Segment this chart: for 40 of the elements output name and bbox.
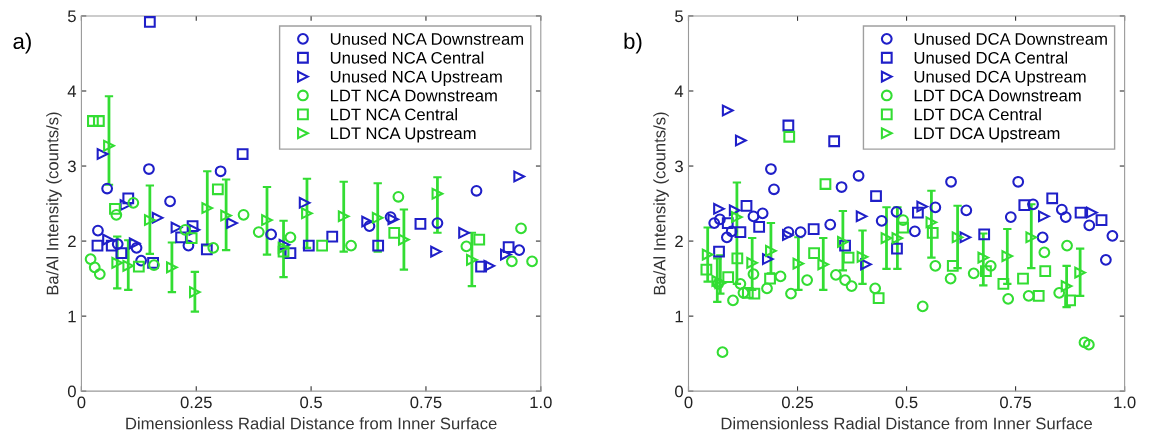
y-tick-label: 3: [67, 160, 76, 173]
x-tick-label: 1.0: [530, 396, 552, 409]
legend-label: LDT NCA Upstream: [330, 127, 476, 143]
x-tick-label: 0.5: [895, 396, 918, 409]
x-tick-label: 0.75: [1000, 396, 1032, 409]
text: a): [13, 32, 31, 54]
x-tick-label: 1.0: [1114, 396, 1136, 409]
x-axis-title: Dimensionless Radial Distance from Inner Surface: [721, 417, 1093, 430]
x-tick-label: 0.5: [300, 396, 322, 409]
y-tick-label: 5: [67, 10, 76, 23]
legend-label: LDT NCA Central: [330, 108, 457, 121]
y-axis-title: Ba/Al Intensity (counts/s): [653, 112, 669, 295]
x-tick-label: 0.25: [781, 396, 814, 409]
legend-label: LDT DCA Upstream: [914, 127, 1060, 143]
legend-label: Unused DCA Downstream: [914, 32, 1107, 45]
y-tick-label: 3: [675, 160, 683, 173]
y-tick-label: 1: [675, 310, 683, 323]
y-tick-label: 4: [67, 85, 77, 98]
y-tick-label: 2: [675, 235, 683, 248]
y-tick-label: 0: [67, 385, 76, 398]
y-tick-label: 5: [675, 10, 683, 23]
legend-label: Unused DCA Central: [914, 51, 1068, 64]
legend-label: LDT DCA Central: [914, 108, 1041, 121]
legend-label: Unused NCA Downstream: [330, 32, 524, 45]
legend-label: Unused NCA Upstream: [330, 70, 502, 86]
y-axis-title: Ba/Al Intensity (counts/s): [46, 112, 62, 295]
y-tick-label: 1: [68, 310, 76, 323]
y-tick-label: 2: [68, 235, 76, 248]
legend-label: Unused DCA Upstream: [914, 70, 1086, 86]
y-tick-label: 0: [675, 385, 683, 398]
legend-label: LDT DCA Downstream: [914, 89, 1081, 102]
x-tick-label: 0: [77, 396, 86, 409]
legend-label: Unused NCA Central: [330, 51, 484, 64]
x-axis-title: Dimensionless Radial Distance from Inner Surface: [126, 417, 497, 430]
y-tick-label: 4: [674, 85, 684, 98]
text: b): [624, 32, 642, 54]
x-tick-label: 0.25: [180, 396, 212, 409]
x-tick-label: 0: [684, 396, 693, 409]
x-tick-label: 0.75: [410, 396, 442, 409]
legend-label: LDT NCA Downstream: [330, 89, 497, 102]
